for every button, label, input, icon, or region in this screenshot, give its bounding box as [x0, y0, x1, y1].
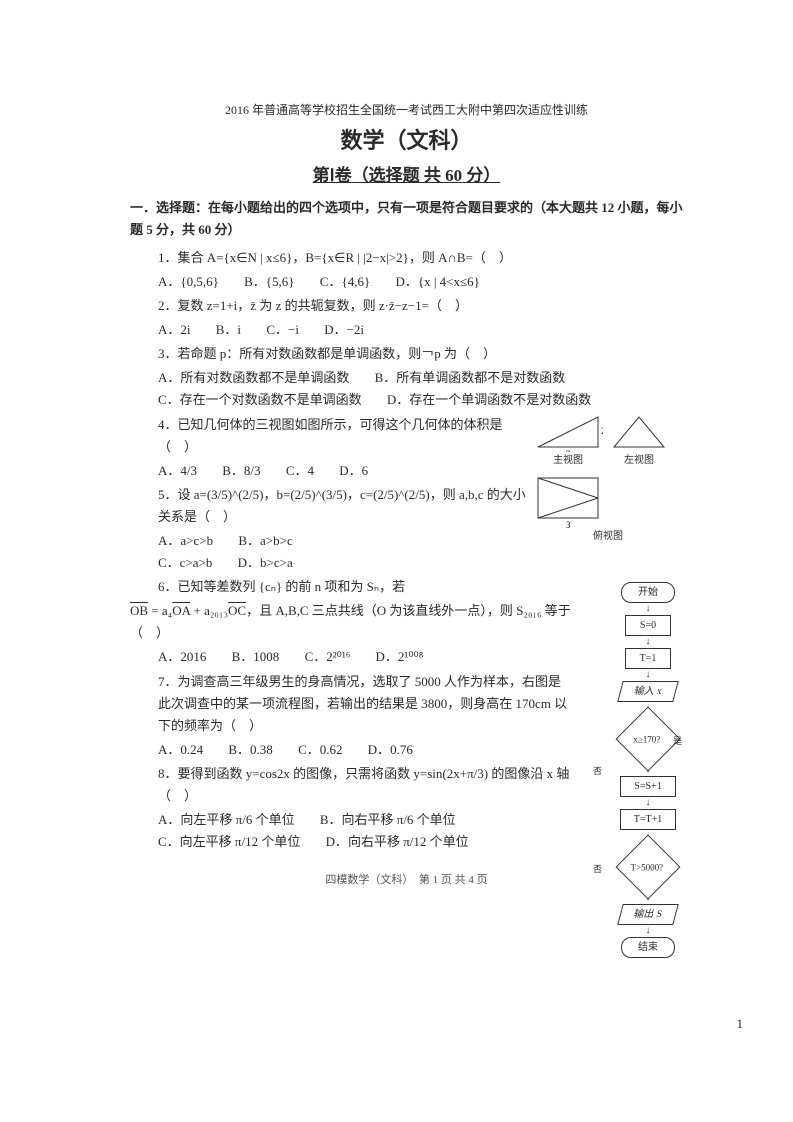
q5-opt-b: B．a>b>c [238, 530, 292, 552]
front-view-label: 主视图 [533, 452, 603, 469]
q2-opt-b: B．i [216, 319, 241, 341]
arrow-icon: ↓ [603, 927, 693, 935]
q6-tail: ，且 A,B,C 三点共线（O 为该直线外一点），则 S₂₀₁₆ 等于（ ） [130, 603, 571, 640]
top-view-icon: 3 3 [533, 473, 603, 528]
three-view-figure: 3 2 主视图 左视图 3 3 俯视图 [533, 412, 683, 545]
flow-init2: T=1 [625, 648, 671, 669]
q4-opt-d: D．6 [339, 460, 368, 482]
q7-stem: 7．为调查高三年级男生的身高情况，选取了 5000 人作为样本，右图是此次调查中… [130, 671, 683, 737]
arrow-icon: ↓ [603, 605, 693, 613]
q6-stem-line1: 6．已知等差数列 {cₙ} 的前 n 项和为 Sₙ，若 [130, 576, 683, 598]
flow-start: 开始 [621, 582, 675, 603]
flow-cond2-text: T>5000? [617, 861, 677, 876]
q8-opt-b: B．向右平移 π/6 个单位 [320, 809, 456, 831]
q1-opt-c: C．{4,6} [320, 271, 370, 293]
q3-stem: 3．若命题 p：所有对数函数都是单调函数，则￢p 为（ ） [130, 343, 683, 365]
svg-text:2: 2 [601, 426, 603, 436]
q4-opt-b: B．8/3 [222, 460, 260, 482]
q7-opt-d: D．0.76 [368, 739, 413, 761]
flow-output: 输出 S [617, 904, 679, 925]
q1-opt-a: A．{0,5,6} [158, 271, 219, 293]
q3-opt-b: B．所有单调函数都不是对数函数 [375, 367, 566, 389]
q8-opt-a: A．向左平移 π/6 个单位 [158, 809, 295, 831]
side-view-label: 左视图 [609, 452, 669, 469]
q5-opt-c: C．c>a>b [158, 552, 212, 574]
q1-options: A．{0,5,6} B．{5,6} C．{4,6} D．{x | 4<x≤6} [130, 271, 683, 293]
q2-opt-c: C．−i [266, 319, 299, 341]
q7-opt-a: A．0.24 [158, 739, 203, 761]
flow-input: 输入 x [617, 681, 679, 702]
flow-cond1-text: x≥170? [617, 733, 677, 748]
q6-opt-b: B．1008 [232, 646, 280, 668]
q5-stem-text: 5．设 a=(3/5)^(2/5)，b=(2/5)^(3/5)，c=(2/5)^… [158, 487, 526, 524]
q8-opt-d: D．向右平移 π/12 个单位 [326, 831, 469, 853]
q7-options: A．0.24 B．0.38 C．0.62 D．0.76 [130, 739, 683, 761]
title-sub: 第Ⅰ卷（选择题 共 60 分） [130, 162, 683, 191]
q3-options: A．所有对数函数都不是单调函数 B．所有单调函数都不是对数函数 C．存在一个对数… [130, 367, 683, 411]
arrow-icon: ↓ [603, 671, 693, 679]
exam-page: 2016 年普通高等学校招生全国统一考试西工大附中第四次适应性训练 数学（文科）… [0, 0, 793, 930]
q6-opt-a: A．2016 [158, 646, 206, 668]
title-main: 数学（文科） [130, 122, 683, 159]
flow-no-label: 否 [593, 764, 602, 779]
q5-opt-a: A．a>c>b [158, 530, 213, 552]
q8-opt-c: C．向左平移 π/12 个单位 [158, 831, 300, 853]
q1-stem: 1．集合 A={x∈N | x≤6}，B={x∈R | |2−x|>2}，则 A… [130, 247, 683, 269]
flow-cond1: x≥170? [615, 706, 680, 771]
q2-opt-d: D．−2i [324, 319, 364, 341]
q3-opt-c: C．存在一个对数函数不是单调函数 [158, 389, 362, 411]
page-number: 1 [737, 1016, 744, 1032]
flow-init: S=0 [625, 615, 671, 636]
q6-opt-d: D．2¹⁰⁰⁸ [376, 646, 424, 668]
side-view-icon [609, 412, 669, 452]
q6-options: A．2016 B．1008 C．2²⁰¹⁶ D．2¹⁰⁰⁸ [130, 646, 683, 668]
top-view-label: 俯视图 [533, 528, 683, 545]
arrow-icon: ↓ [603, 638, 693, 646]
q3-opt-d: D．存在一个单调函数不是对数函数 [387, 389, 591, 411]
front-view-icon: 3 2 [533, 412, 603, 452]
q2-options: A．2i B．i C．−i D．−2i [130, 319, 683, 341]
flowchart-figure: 开始 ↓ S=0 ↓ T=1 ↓ 输入 x ↓ x≥170? 是 否 ↓ S=S… [603, 580, 693, 960]
q8-options: A．向左平移 π/6 个单位 B．向右平移 π/6 个单位 C．向左平移 π/1… [130, 809, 683, 853]
q6-stem-line2: OB = a₄OA + a₂₀₁₃OC，且 A,B,C 三点共线（O 为该直线外… [130, 600, 683, 644]
q1-opt-d: D．{x | 4<x≤6} [395, 271, 479, 293]
flow-inc: T=T+1 [620, 809, 676, 830]
svg-text:3: 3 [566, 520, 571, 528]
q6-opt-c: C．2²⁰¹⁶ [305, 646, 351, 668]
flow-end: 结束 [621, 937, 675, 958]
q4-opt-a: A．4/3 [158, 460, 197, 482]
q7-opt-c: C．0.62 [298, 739, 342, 761]
arrow-icon: ↓ [603, 799, 693, 807]
q4-opt-c: C．4 [286, 460, 314, 482]
q2-opt-a: A．2i [158, 319, 191, 341]
flow-no-label2: 否 [593, 862, 602, 877]
q2-stem: 2．复数 z=1+i，z̄ 为 z 的共轭复数，则 z·z̄−z−1=（ ） [130, 295, 683, 317]
section-instruction: 一．选择题：在每小题给出的四个选项中，只有一项是符合题目要求的（本大题共 12 … [130, 197, 683, 241]
flow-step: S=S+1 [620, 776, 676, 797]
flow-cond2: T>5000? [615, 834, 680, 899]
q3-opt-a: A．所有对数函数都不是单调函数 [158, 367, 349, 389]
q1-opt-b: B．{5,6} [244, 271, 294, 293]
exam-header: 2016 年普通高等学校招生全国统一考试西工大附中第四次适应性训练 [130, 100, 683, 120]
flow-yes-label: 是 [673, 734, 682, 749]
q7-opt-b: B．0.38 [228, 739, 272, 761]
q5-opt-d: D．b>c>a [238, 552, 293, 574]
